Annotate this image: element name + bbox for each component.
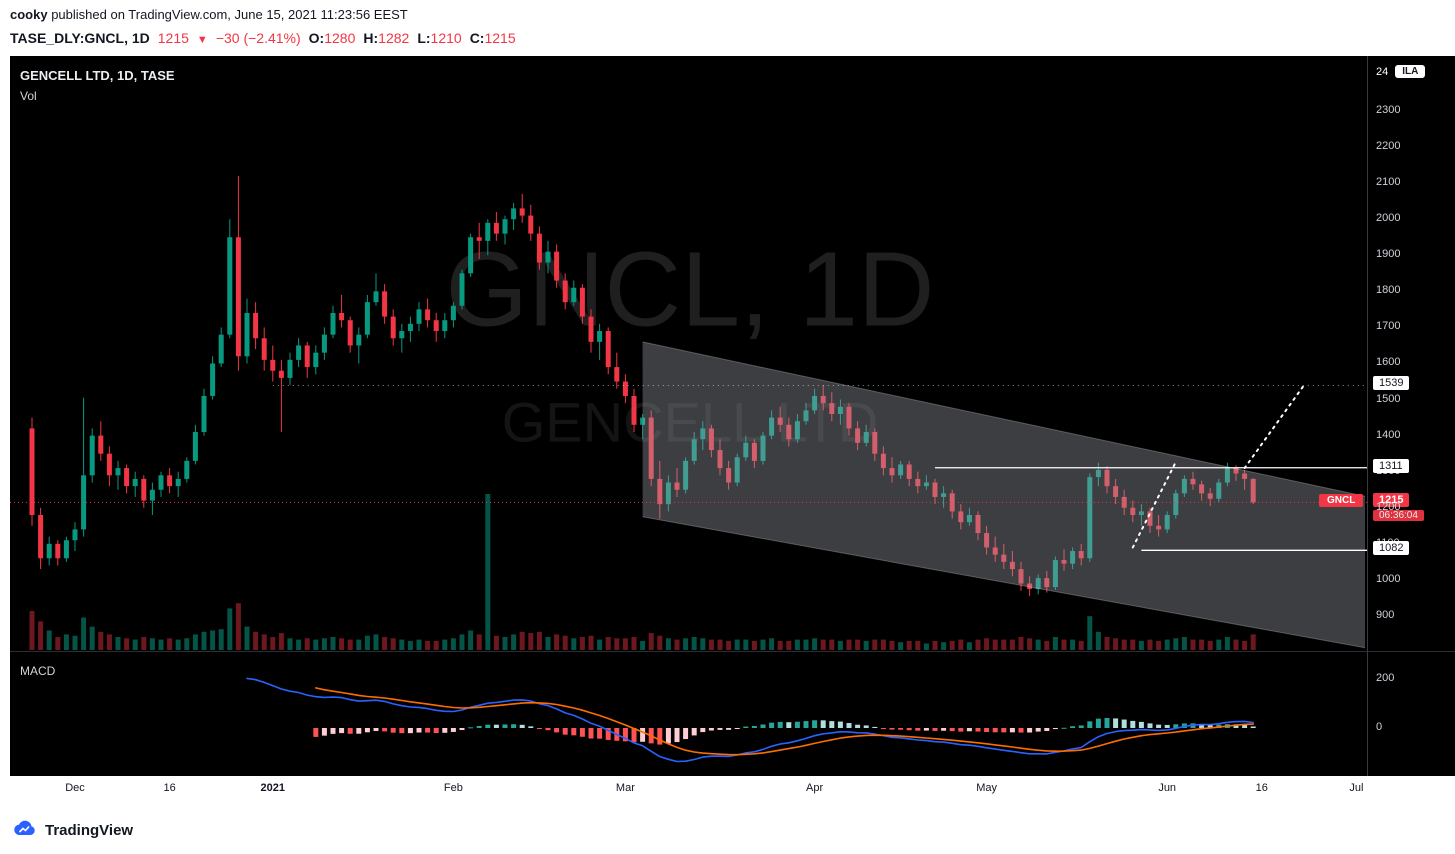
time-tick-Jun: Jun: [1158, 782, 1177, 794]
price-tick-1000: 1000: [1376, 572, 1401, 585]
volume-legend[interactable]: Vol: [20, 89, 37, 103]
time-tick-2021: 2021: [260, 782, 286, 794]
time-tick-Dec: Dec: [65, 782, 85, 794]
time-tick-Feb: Feb: [443, 782, 463, 794]
time-tick-16: 16: [1255, 782, 1268, 794]
author-name: cooky: [10, 7, 48, 22]
low-value: L:1210: [417, 30, 462, 46]
time-tick-Mar: Mar: [615, 782, 635, 794]
high-value: H:1282: [363, 30, 410, 46]
price-tick-2200: 2200: [1376, 140, 1401, 153]
currency-badge[interactable]: ILA: [1395, 65, 1426, 78]
price-tick-1500: 1500: [1376, 392, 1401, 405]
last-price-axis-label: 1215: [1373, 493, 1410, 508]
close-value: C:1215: [469, 30, 516, 46]
price-tick-1400: 1400: [1376, 428, 1401, 441]
brand-name: TradingView: [45, 821, 134, 839]
price-tick-1600: 1600: [1376, 356, 1401, 369]
macd-tick-200: 200: [1376, 672, 1395, 684]
price-level-label-1539: 1539: [1373, 376, 1410, 391]
published-text: published on TradingView.com, June 15, 2…: [51, 7, 408, 22]
price-tick-1200: 1200: [1376, 500, 1401, 513]
price-tick-1700: 1700: [1376, 320, 1401, 333]
tradingview-cloud-icon: [14, 820, 35, 836]
price-tick-1800: 1800: [1376, 284, 1401, 297]
symbol-label: TASE_DLY:GNCL, 1D: [10, 30, 150, 46]
macd-legend[interactable]: MACD: [20, 664, 56, 678]
chart-canvas[interactable]: GNCL, 1D GENCELL LTD GENCELL LTD, 1D, TA…: [10, 56, 1455, 776]
price-level-label-1082: 1082: [1373, 541, 1410, 556]
price-level-label-1311: 1311: [1373, 458, 1409, 473]
price-scale[interactable]: 24 ILA 1215 06:36:04 2300 2200 2100 2000 190…: [1367, 56, 1455, 776]
watermark-symbol: GNCL, 1D: [445, 230, 935, 349]
last-price: 1215: [157, 30, 189, 46]
price-tick-2100: 2100: [1376, 176, 1401, 189]
pane-separator-axis: [1368, 651, 1455, 652]
price-tick-1900: 1900: [1376, 248, 1401, 261]
price-change: −30 (−2.41%): [215, 30, 301, 46]
chart-legend-title[interactable]: GENCELL LTD, 1D, TASE: [20, 68, 175, 83]
time-tick-Jul: Jul: [1349, 782, 1364, 794]
snapshot-footer: TradingView: [0, 804, 1455, 854]
ticker-line: TASE_DLY:GNCL, 1D 1215 ▼ −30 (−2.41%) O:…: [10, 30, 516, 46]
open-value: O:1280: [308, 30, 356, 46]
time-tick-Apr: Apr: [806, 782, 824, 794]
scale-unit-value: 24: [1376, 65, 1389, 78]
published-line: cooky published on TradingView.com, June…: [10, 7, 408, 22]
price-tick-2000: 2000: [1376, 212, 1401, 225]
scale-unit-row: 24 ILA: [1376, 65, 1426, 78]
price-macd-plot[interactable]: [10, 56, 1367, 776]
time-tick-16: 16: [163, 782, 176, 794]
price-tick-900: 900: [1376, 608, 1395, 621]
price-tick-2300: 2300: [1376, 104, 1401, 116]
time-tick-May: May: [976, 782, 997, 794]
tradingview-logo[interactable]: TradingView: [12, 820, 133, 840]
direction-down-icon: ▼: [196, 34, 208, 46]
macd-tick-0: 0: [1376, 721, 1383, 733]
time-scale[interactable]: Dec 16 2021 Feb Mar Apr May Jun 16 Jul: [10, 776, 1455, 805]
last-price-symbol-tag: GNCL: [1319, 494, 1364, 508]
bar-countdown: 06:36:04: [1373, 510, 1424, 522]
snapshot-header: cooky published on TradingView.com, June…: [0, 0, 1455, 56]
